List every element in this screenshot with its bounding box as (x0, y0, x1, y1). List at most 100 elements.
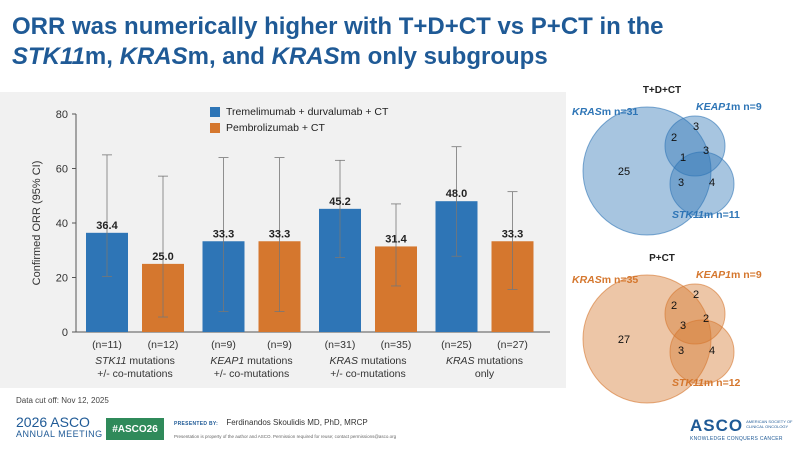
legend-swatch-pct (210, 123, 220, 133)
venn-circle-stk11 (669, 151, 735, 217)
title-part: m, (84, 43, 120, 70)
hashtag-badge: #ASCO26 (106, 418, 164, 440)
title-part: KRAS (271, 43, 340, 70)
venn-count-kras-stk11: 3 (678, 345, 684, 357)
category-label-part: KEAP1 (210, 355, 244, 367)
sample-size-label: (n=27) (497, 339, 528, 351)
y-tick-label: 80 (56, 109, 68, 121)
venn-count-kras-keap1: 2 (671, 132, 677, 144)
venn-circle-stk11 (669, 319, 735, 385)
presented-by-label: PRESENTED BY: (174, 421, 219, 427)
legend-swatch-tdct (210, 107, 220, 117)
legend-item-pct: Pembrolizumab + CT (210, 120, 388, 136)
legend-label-tdct: Tremelimumab + durvalumab + CT (226, 106, 389, 118)
venn-count-keap1-only: 3 (693, 121, 699, 133)
category-label-part: KRAS (329, 355, 358, 367)
title-part: ORR was numerically higher with T+D+CT v… (12, 13, 664, 40)
venn-label-keap1-count: m n=9 (731, 101, 762, 113)
data-label: 33.3 (213, 228, 234, 240)
sample-size-label: (n=31) (325, 339, 356, 351)
category-label: KEAP1 mutations (210, 355, 292, 367)
category-label-part: mutations (475, 355, 523, 367)
orr-bar-chart: 0 20 40 60 80 Confirmed ORR (95% CI) 36.4 (n=11… (31, 109, 550, 380)
venn-count-all-three: 1 (680, 152, 686, 164)
venn-label-keap1: KEAP1m n=9 (696, 269, 762, 281)
venn-label-keap1: KEAP1m n=9 (696, 101, 762, 113)
category-label-part: only (475, 368, 495, 380)
disclaimer: Presentation is property of the author a… (174, 434, 397, 439)
data-cutoff-note: Data cut off: Nov 12, 2025 (16, 396, 109, 405)
venn-label-keap1-gene: KEAP1 (696, 269, 731, 281)
y-tick-label: 60 (56, 164, 68, 176)
venn-count-kras-only: 27 (618, 334, 630, 346)
data-label: 33.3 (502, 228, 523, 240)
meeting-sub: ANNUAL MEETING (16, 429, 103, 439)
venn-title: T+D+CT (643, 85, 681, 96)
asco-logo-text: ASCO (690, 416, 744, 435)
legend-label-pct: Pembrolizumab + CT (226, 122, 325, 134)
legend-item-tdct: Tremelimumab + durvalumab + CT (210, 104, 388, 120)
venn-label-kras-gene: KRAS (572, 106, 602, 118)
venn-count-kras-stk11: 3 (678, 177, 684, 189)
venn-label-kras-count: m n=35 (602, 274, 639, 286)
category-label: only (475, 368, 495, 380)
venn-panel (566, 92, 800, 388)
venn-label-stk11: STK11m n=11 (672, 209, 740, 221)
data-label: 25.0 (152, 251, 173, 263)
category-label-part: mutations (244, 355, 292, 367)
venn-label-stk11-count: m n=12 (704, 377, 741, 389)
category-label: KRAS mutations (329, 355, 406, 367)
asco-logo-subtext: AMERICAN SOCIETY OF CLINICAL ONCOLOGY (746, 419, 793, 429)
venn-count-stk11-only: 4 (709, 177, 715, 189)
y-tick-label: 40 (56, 218, 68, 230)
venn-label-kras-count: m n=31 (602, 106, 639, 118)
venn-label-stk11-gene: STK11 (672, 209, 704, 221)
y-tick-label: 0 (62, 327, 68, 339)
category-label: KRAS mutations (446, 355, 523, 367)
venn-count-kras-keap1: 2 (671, 300, 677, 312)
data-label: 31.4 (385, 233, 407, 245)
venn-label-kras-gene: KRAS (572, 274, 602, 286)
category-label-part: STK11 (95, 355, 126, 367)
sample-size-label: (n=11) (92, 339, 122, 351)
category-label-part: +/- co-mutations (97, 368, 173, 380)
venn-count-keap1-stk11: 3 (703, 145, 709, 157)
venn-label-stk11-gene: STK11 (672, 377, 704, 389)
sample-size-label: (n=9) (211, 339, 236, 351)
venn-label-kras: KRASm n=35 (572, 274, 638, 286)
data-label: 36.4 (96, 220, 118, 232)
y-axis-label: Confirmed ORR (95% CI) (31, 161, 43, 286)
title-part: m, and (187, 43, 272, 70)
asco-logo: ASCO AMERICAN SOCIETY OF CLINICAL ONCOLOG… (690, 416, 798, 442)
sample-size-label: (n=25) (441, 339, 472, 351)
title-part: KRAS (119, 43, 188, 70)
venn-count-stk11-only: 4 (709, 345, 715, 357)
y-tick-label: 20 (56, 273, 68, 285)
category-label-part: KRAS (446, 355, 475, 367)
sample-size-label: (n=9) (267, 339, 292, 351)
category-label-part: +/- co-mutations (214, 368, 290, 380)
category-label-part: mutations (126, 355, 174, 367)
slide-title: ORR was numerically higher with T+D+CT v… (12, 12, 752, 72)
data-label: 45.2 (329, 196, 350, 208)
meeting-year: 2026 ASCO (16, 414, 90, 430)
presenter-line: PRESENTED BY: Ferdinandos Skoulidis MD, … (174, 418, 368, 427)
venn-label-keap1-gene: KEAP1 (696, 101, 731, 113)
venn-label-kras: KRASm n=31 (572, 106, 638, 118)
category-label: +/- co-mutations (97, 368, 173, 380)
venn-label-stk11: STK11m n=12 (672, 377, 741, 389)
venn-count-keap1-stk11: 2 (703, 313, 709, 325)
venn-label-stk11-count: m n=11 (704, 209, 740, 221)
venn-title: P+CT (649, 253, 675, 264)
data-label: 48.0 (446, 188, 467, 200)
chart-legend: Tremelimumab + durvalumab + CT Pembroliz… (210, 104, 388, 136)
meeting-branding: 2026 ASCO ANNUAL MEETING (16, 414, 103, 440)
venn-count-all-three: 3 (680, 320, 686, 332)
asco-tagline: KNOWLEDGE CONQUERS CANCER (690, 436, 783, 442)
data-label: 33.3 (269, 228, 290, 240)
category-label: +/- co-mutations (214, 368, 290, 380)
sample-size-label: (n=12) (148, 339, 179, 351)
category-label-part: mutations (358, 355, 406, 367)
presenter-name: Ferdinandos Skoulidis MD, PhD, MRCP (226, 418, 368, 427)
title-part: STK11 (12, 43, 85, 70)
